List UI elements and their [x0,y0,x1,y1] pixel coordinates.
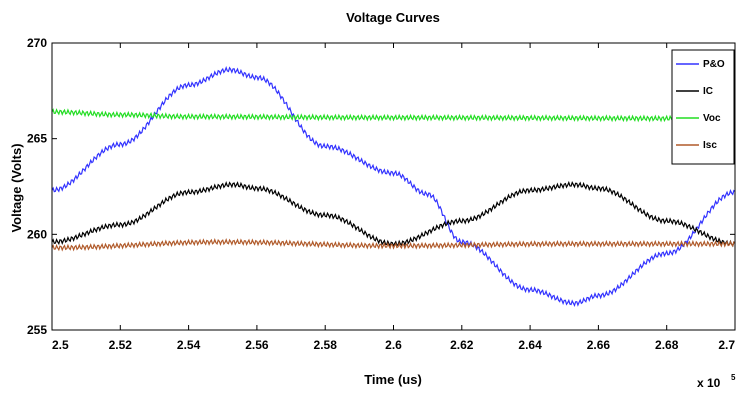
x-tick-label: 2.64 [518,338,542,352]
plot-frame [51,42,736,331]
x-multiplier-base: x 10 [697,376,721,390]
x-tick-label: 2.52 [109,338,133,352]
y-tick-label: 260 [27,227,47,241]
x-tick-label: 2.68 [655,338,679,352]
x-tick-label: 2.54 [177,338,201,352]
legend-label: IC [703,86,713,97]
series-line [51,108,736,123]
x-multiplier-exponent: 5 [731,373,736,382]
y-tick-label: 270 [27,36,47,50]
legend-label: P&O [703,59,725,70]
chart-title: Voltage Curves [346,10,440,25]
legend-label: Voc [703,113,721,124]
legend: P&O IC Voc Isc [671,49,735,165]
x-tick-label: 2.58 [314,338,338,352]
axis-ticks: 2.5 2.52 2.54 2.56 2.58 2.6 2.62 2.64 2.66 2.68 2.… [27,36,736,352]
x-tick-label: 2.66 [587,338,611,352]
series-line [51,180,736,248]
x-tick-label: 2.6 [385,338,402,352]
legend-label: Isc [703,140,717,151]
y-axis-label: Voltage (Volts) [9,143,24,232]
y-tick-label: 255 [27,323,47,337]
x-tick-label: 2.5 [52,338,69,352]
x-tick-label: 2.56 [245,338,269,352]
y-tick-label: 265 [27,132,47,146]
series-layer [51,66,736,307]
x-tick-label: 2.7 [718,338,735,352]
x-axis-label: Time (us) [364,372,422,387]
x-tick-label: 2.62 [450,338,474,352]
series-line [51,66,736,307]
series-line [51,238,736,252]
